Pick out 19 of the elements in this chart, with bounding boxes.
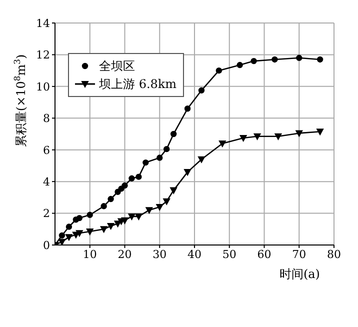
x-axis-title: 时间(a) (279, 267, 320, 281)
x-tick-label: 40 (188, 248, 202, 261)
y-tick-label: 12 (36, 48, 50, 62)
x-tick-label: 20 (118, 248, 132, 261)
x-tick-label: 60 (257, 248, 272, 261)
y-tick-label: 10 (36, 80, 50, 94)
y-tick-label: 4 (43, 175, 50, 188)
legend-label: 全坝区 (99, 58, 135, 75)
y-tick-label: 0 (43, 238, 50, 252)
y-tick-label: 14 (36, 16, 50, 30)
x-tick-label: 30 (152, 248, 167, 261)
x-tick-label: 10 (82, 248, 97, 261)
legend-label: 坝上游 6.8km (99, 76, 177, 93)
y-tick-label: 6 (43, 144, 50, 157)
y-tick-label: 2 (43, 207, 50, 220)
y-tick-label: 8 (43, 112, 50, 126)
x-tick-label: 50 (222, 248, 236, 261)
x-tick-label: 70 (292, 248, 306, 261)
x-tick-label: 80 (327, 248, 341, 261)
